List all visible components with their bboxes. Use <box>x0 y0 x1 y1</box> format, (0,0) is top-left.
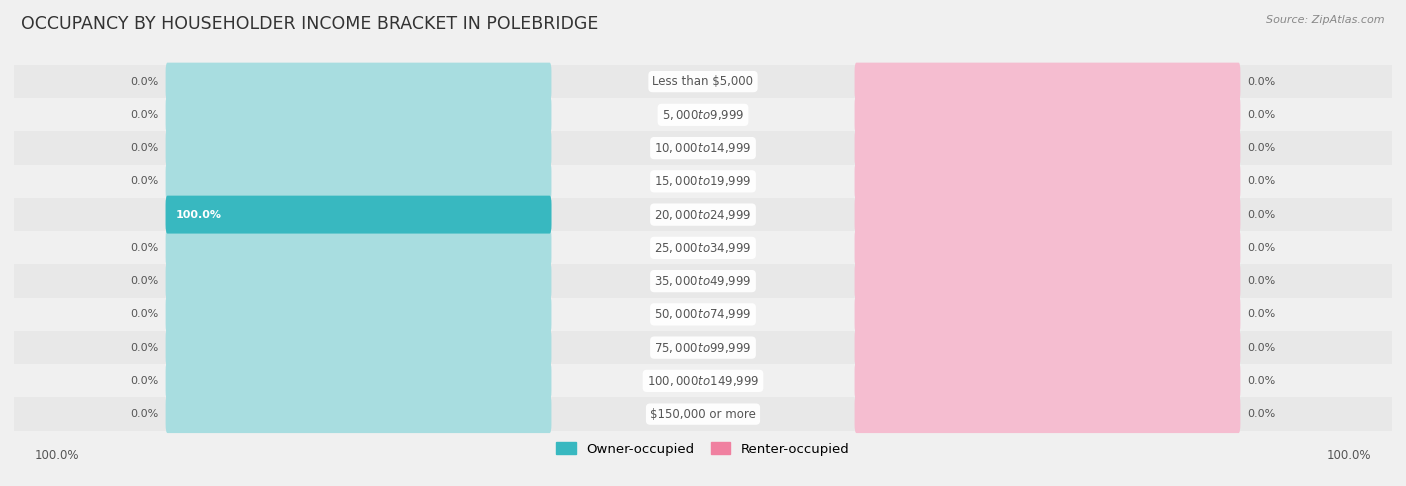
FancyBboxPatch shape <box>855 162 1240 200</box>
Text: $10,000 to $14,999: $10,000 to $14,999 <box>654 141 752 155</box>
Bar <box>14 264 1392 298</box>
Text: 0.0%: 0.0% <box>1247 176 1275 186</box>
Bar <box>14 298 1392 331</box>
Text: 0.0%: 0.0% <box>1247 110 1275 120</box>
FancyBboxPatch shape <box>166 96 551 134</box>
Text: $75,000 to $99,999: $75,000 to $99,999 <box>654 341 752 355</box>
Text: 0.0%: 0.0% <box>1247 376 1275 386</box>
Text: 0.0%: 0.0% <box>1247 409 1275 419</box>
FancyBboxPatch shape <box>166 162 551 200</box>
FancyBboxPatch shape <box>855 362 1240 400</box>
FancyBboxPatch shape <box>166 129 551 167</box>
Bar <box>14 331 1392 364</box>
Text: 0.0%: 0.0% <box>131 343 159 353</box>
FancyBboxPatch shape <box>855 63 1240 101</box>
Text: 0.0%: 0.0% <box>131 310 159 319</box>
Text: 0.0%: 0.0% <box>1247 209 1275 220</box>
Text: 0.0%: 0.0% <box>131 176 159 186</box>
FancyBboxPatch shape <box>855 129 1240 167</box>
Text: 0.0%: 0.0% <box>1247 77 1275 87</box>
Text: 0.0%: 0.0% <box>131 276 159 286</box>
Bar <box>14 364 1392 398</box>
FancyBboxPatch shape <box>855 229 1240 267</box>
Bar <box>14 98 1392 132</box>
Text: 100.0%: 100.0% <box>1327 449 1371 462</box>
Text: 0.0%: 0.0% <box>1247 343 1275 353</box>
Text: $25,000 to $34,999: $25,000 to $34,999 <box>654 241 752 255</box>
Bar <box>14 198 1392 231</box>
Bar <box>14 65 1392 98</box>
Text: OCCUPANCY BY HOUSEHOLDER INCOME BRACKET IN POLEBRIDGE: OCCUPANCY BY HOUSEHOLDER INCOME BRACKET … <box>21 15 599 33</box>
Bar <box>14 231 1392 264</box>
FancyBboxPatch shape <box>855 295 1240 333</box>
Text: 100.0%: 100.0% <box>176 209 222 220</box>
Text: Less than $5,000: Less than $5,000 <box>652 75 754 88</box>
Text: $15,000 to $19,999: $15,000 to $19,999 <box>654 174 752 189</box>
FancyBboxPatch shape <box>166 196 551 234</box>
Text: 0.0%: 0.0% <box>131 143 159 153</box>
Text: 0.0%: 0.0% <box>1247 310 1275 319</box>
Text: 0.0%: 0.0% <box>131 77 159 87</box>
Text: 0.0%: 0.0% <box>131 376 159 386</box>
Text: 0.0%: 0.0% <box>1247 276 1275 286</box>
FancyBboxPatch shape <box>855 96 1240 134</box>
Legend: Owner-occupied, Renter-occupied: Owner-occupied, Renter-occupied <box>551 437 855 461</box>
FancyBboxPatch shape <box>166 262 551 300</box>
Bar <box>14 132 1392 165</box>
Bar <box>14 398 1392 431</box>
Text: 0.0%: 0.0% <box>131 110 159 120</box>
FancyBboxPatch shape <box>166 329 551 366</box>
FancyBboxPatch shape <box>166 63 551 101</box>
Text: 0.0%: 0.0% <box>131 409 159 419</box>
FancyBboxPatch shape <box>855 262 1240 300</box>
FancyBboxPatch shape <box>855 395 1240 433</box>
Text: $150,000 or more: $150,000 or more <box>650 408 756 420</box>
FancyBboxPatch shape <box>855 196 1240 234</box>
FancyBboxPatch shape <box>166 196 551 234</box>
Text: $20,000 to $24,999: $20,000 to $24,999 <box>654 208 752 222</box>
Text: $5,000 to $9,999: $5,000 to $9,999 <box>662 108 744 122</box>
Text: $50,000 to $74,999: $50,000 to $74,999 <box>654 307 752 321</box>
Text: Source: ZipAtlas.com: Source: ZipAtlas.com <box>1267 15 1385 25</box>
Bar <box>14 165 1392 198</box>
Text: 100.0%: 100.0% <box>35 449 79 462</box>
FancyBboxPatch shape <box>166 395 551 433</box>
Text: $35,000 to $49,999: $35,000 to $49,999 <box>654 274 752 288</box>
FancyBboxPatch shape <box>166 229 551 267</box>
Text: 0.0%: 0.0% <box>1247 143 1275 153</box>
FancyBboxPatch shape <box>166 295 551 333</box>
FancyBboxPatch shape <box>855 329 1240 366</box>
FancyBboxPatch shape <box>166 362 551 400</box>
Text: 0.0%: 0.0% <box>131 243 159 253</box>
Text: 0.0%: 0.0% <box>1247 243 1275 253</box>
Text: $100,000 to $149,999: $100,000 to $149,999 <box>647 374 759 388</box>
